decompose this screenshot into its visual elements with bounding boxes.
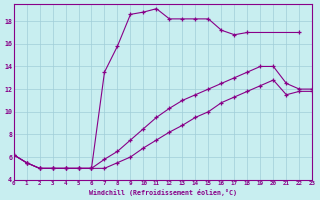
X-axis label: Windchill (Refroidissement éolien,°C): Windchill (Refroidissement éolien,°C) — [89, 189, 237, 196]
